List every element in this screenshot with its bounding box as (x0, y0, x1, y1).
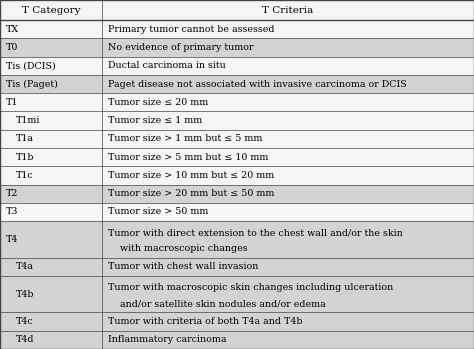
Text: T1mi: T1mi (16, 116, 40, 125)
Text: T4b: T4b (16, 290, 35, 299)
Text: with macroscopic changes: with macroscopic changes (108, 244, 247, 253)
Text: and/or satellite skin nodules and/or edema: and/or satellite skin nodules and/or ede… (108, 299, 325, 308)
Text: T4d: T4d (16, 335, 35, 344)
Text: Ductal carcinoma in situ: Ductal carcinoma in situ (108, 61, 225, 70)
Text: Tis (DCIS): Tis (DCIS) (6, 61, 55, 70)
Text: Primary tumor cannot be assessed: Primary tumor cannot be assessed (108, 25, 274, 34)
Text: T Criteria: T Criteria (262, 6, 314, 15)
Text: Tumor with direct extension to the chest wall and/or the skin: Tumor with direct extension to the chest… (108, 229, 402, 238)
Bar (0, 276, 474, 312)
Bar (0, 166, 474, 185)
Bar (0, 57, 474, 75)
Text: Inflammatory carcinoma: Inflammatory carcinoma (108, 335, 226, 344)
Text: T4: T4 (6, 235, 18, 244)
Text: Tumor size > 20 mm but ≤ 50 mm: Tumor size > 20 mm but ≤ 50 mm (108, 189, 274, 198)
Bar (0, 203, 474, 221)
Text: T2: T2 (6, 189, 18, 198)
Bar (0, 312, 474, 331)
Bar (0, 75, 474, 93)
Text: Tumor with chest wall invasion: Tumor with chest wall invasion (108, 262, 258, 271)
Bar (0, 331, 474, 349)
Text: Tumor size > 50 mm: Tumor size > 50 mm (108, 207, 208, 216)
Text: T4c: T4c (16, 317, 34, 326)
Text: T3: T3 (6, 207, 18, 216)
Bar (0, 0, 474, 20)
Bar (0, 148, 474, 166)
Text: Tumor size ≤ 20 mm: Tumor size ≤ 20 mm (108, 98, 208, 107)
Text: T1b: T1b (16, 153, 35, 162)
Bar (0, 93, 474, 111)
Text: No evidence of primary tumor: No evidence of primary tumor (108, 43, 253, 52)
Bar (0, 130, 474, 148)
Text: Tumor with macroscopic skin changes including ulceration: Tumor with macroscopic skin changes incl… (108, 283, 393, 292)
Text: Tumor size > 5 mm but ≤ 10 mm: Tumor size > 5 mm but ≤ 10 mm (108, 153, 268, 162)
Text: T0: T0 (6, 43, 18, 52)
Text: T1a: T1a (16, 134, 34, 143)
Text: T Category: T Category (22, 6, 80, 15)
Bar (0, 185, 474, 203)
Text: Tumor size > 1 mm but ≤ 5 mm: Tumor size > 1 mm but ≤ 5 mm (108, 134, 262, 143)
Text: T1: T1 (6, 98, 18, 107)
Bar (0, 258, 474, 276)
Text: Tumor size ≤ 1 mm: Tumor size ≤ 1 mm (108, 116, 202, 125)
Text: T4a: T4a (16, 262, 34, 271)
Bar (0, 38, 474, 57)
Text: Paget disease not associated with invasive carcinoma or DCIS: Paget disease not associated with invasi… (108, 80, 406, 89)
Bar (0, 221, 474, 258)
Text: T1c: T1c (16, 171, 34, 180)
Text: Tumor size > 10 mm but ≤ 20 mm: Tumor size > 10 mm but ≤ 20 mm (108, 171, 274, 180)
Text: Tis (Paget): Tis (Paget) (6, 80, 57, 89)
Text: TX: TX (6, 25, 19, 34)
Text: Tumor with criteria of both T4a and T4b: Tumor with criteria of both T4a and T4b (108, 317, 302, 326)
Bar (0, 111, 474, 130)
Bar (0, 20, 474, 38)
